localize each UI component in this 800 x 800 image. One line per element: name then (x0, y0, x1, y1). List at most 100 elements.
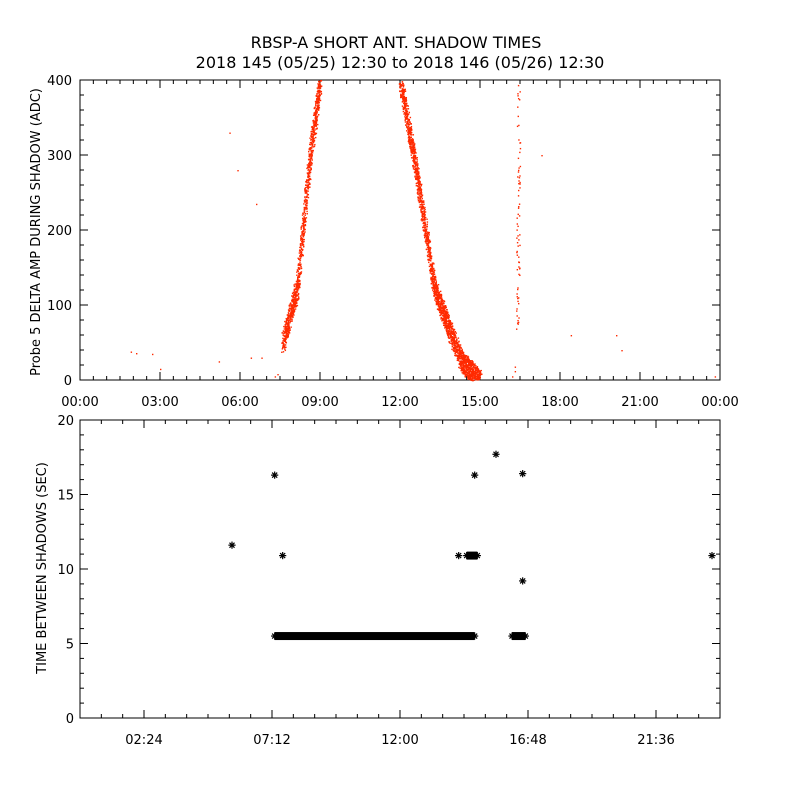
data-point (440, 301, 443, 303)
data-point (439, 305, 441, 308)
data-point (297, 278, 299, 281)
data-point (403, 99, 405, 102)
data-point (426, 243, 428, 245)
data-point (412, 134, 415, 136)
data-point (462, 360, 465, 362)
data-point (435, 285, 437, 288)
data-point (438, 300, 441, 303)
data-point (309, 137, 311, 139)
data-point (458, 354, 460, 356)
data-point (447, 316, 449, 318)
data-point (317, 97, 319, 99)
data-point (310, 126, 313, 128)
data-point (312, 140, 315, 142)
data-point (415, 174, 418, 176)
data-point (446, 332, 448, 334)
data-point (458, 348, 460, 350)
data-point (517, 287, 519, 289)
data-point (441, 304, 444, 306)
data-point (451, 323, 453, 325)
data-point (455, 339, 458, 341)
data-point (443, 300, 445, 302)
data-point (287, 320, 290, 323)
data-point (469, 378, 471, 380)
data-point (302, 246, 305, 248)
data-point (310, 141, 312, 144)
data-point (448, 321, 450, 323)
data-point (291, 295, 293, 297)
data-point (445, 322, 448, 324)
data-point (475, 371, 477, 374)
data-point (288, 312, 290, 315)
data-point (475, 365, 477, 367)
data-point (422, 222, 424, 225)
data-point (476, 378, 478, 380)
data-point (438, 296, 440, 298)
data-point (406, 121, 408, 123)
data-point (437, 286, 439, 289)
data-point (417, 178, 419, 180)
data-point (476, 367, 478, 370)
data-point (311, 149, 313, 152)
data-point (444, 327, 446, 329)
data-point (517, 235, 519, 237)
data-point (417, 183, 420, 186)
data-point (432, 287, 435, 290)
data-point (302, 248, 304, 251)
data-point (295, 301, 298, 303)
data-point (518, 273, 520, 276)
data-point (424, 206, 426, 209)
data-point (448, 326, 450, 328)
data-point (299, 235, 302, 237)
data-point (463, 373, 466, 375)
data-point (306, 210, 308, 213)
data-point (136, 353, 138, 355)
data-point (429, 240, 432, 243)
data-point (293, 284, 295, 286)
x-tick-label: 21:36 (637, 733, 674, 748)
data-point (418, 195, 421, 197)
data-point (412, 168, 415, 170)
data-point (426, 223, 428, 225)
data-point (447, 327, 449, 330)
data-point (408, 138, 410, 141)
data-point (444, 313, 446, 315)
data-point (312, 122, 315, 124)
data-point (508, 632, 516, 640)
data-point (469, 366, 471, 369)
data-point (469, 378, 471, 381)
data-point (299, 255, 302, 257)
data-band (466, 551, 478, 560)
data-point (439, 305, 441, 307)
data-point (284, 330, 287, 332)
data-point (451, 332, 454, 334)
data-point (229, 132, 231, 134)
data-point (423, 200, 425, 202)
data-point (306, 200, 308, 203)
data-point (295, 287, 297, 290)
data-point (440, 311, 442, 314)
data-point (434, 299, 436, 301)
data-point (304, 228, 306, 231)
data-point (460, 355, 463, 357)
data-point (306, 180, 308, 182)
data-point (293, 300, 295, 302)
data-point (283, 330, 285, 333)
data-point (449, 321, 452, 323)
data-point (407, 125, 410, 128)
data-point (407, 131, 409, 133)
data-point (307, 188, 309, 190)
data-point (420, 190, 423, 192)
data-point (458, 352, 461, 354)
data-point (429, 256, 431, 258)
data-point (405, 103, 408, 105)
data-point (413, 152, 416, 155)
data-point (408, 113, 410, 115)
data-point (309, 171, 311, 173)
data-point (517, 176, 519, 178)
data-point (317, 106, 319, 108)
data-point (472, 369, 475, 371)
data-point (284, 339, 286, 341)
data-point (454, 331, 457, 333)
data-point (310, 139, 312, 141)
